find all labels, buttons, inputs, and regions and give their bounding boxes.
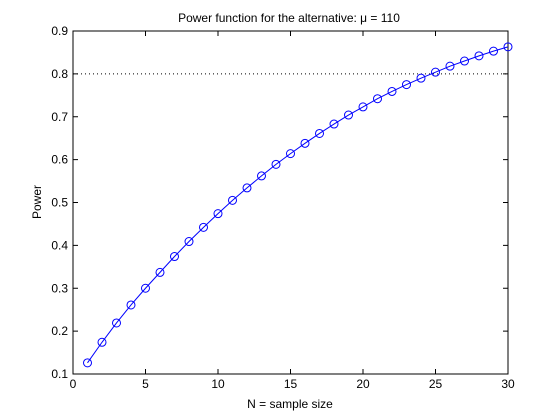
plot-area — [72, 30, 509, 375]
x-tick-label: 30 — [501, 377, 515, 391]
x-axis-title: N = sample size — [247, 397, 333, 411]
x-tick-label: 25 — [429, 377, 443, 391]
y-tick-label: 0.1 — [51, 367, 68, 381]
data-point — [242, 183, 252, 193]
data-point — [199, 222, 208, 232]
data-point — [402, 80, 411, 90]
x-tick-label: 0 — [70, 377, 77, 391]
data-point — [112, 318, 121, 328]
y-tick-label: 0.4 — [51, 238, 68, 252]
data-point — [228, 195, 237, 205]
data-point — [329, 119, 339, 129]
series-line — [87, 46, 509, 364]
y-tick-label: 0.7 — [51, 110, 68, 124]
data-point — [141, 283, 150, 293]
series-layer — [83, 42, 513, 368]
data-point — [344, 110, 353, 120]
y-tick-label: 0.3 — [51, 281, 68, 295]
chart-title: Power function for the alternative: μ = … — [178, 11, 400, 25]
data-point — [155, 267, 165, 277]
data-point — [126, 300, 136, 310]
data-point — [460, 56, 469, 66]
x-tick-label: 20 — [356, 377, 370, 391]
data-point — [416, 73, 426, 83]
data-point — [315, 128, 324, 138]
data-point — [474, 51, 484, 61]
data-point — [286, 149, 295, 159]
y-tick-label: 0.2 — [51, 324, 68, 338]
data-point — [373, 94, 382, 104]
data-point — [97, 337, 107, 347]
y-tick-label: 0.8 — [51, 67, 68, 81]
data-point — [184, 237, 194, 247]
y-axis-title: Power — [30, 185, 44, 219]
y-tick-label: 0.6 — [51, 153, 68, 167]
data-point — [503, 42, 513, 52]
data-point — [300, 138, 310, 148]
data-point — [83, 358, 92, 368]
ticks-layer: 0 5 10 15 20 25 30 0.1 0.2 0.3 0.4 0.5 0.6 0.7 0.8 0.9 — [51, 24, 515, 391]
y-tick-label: 0.9 — [51, 24, 68, 38]
x-tick-label: 5 — [142, 377, 149, 391]
x-tick-label: 10 — [211, 377, 225, 391]
data-point — [170, 252, 179, 262]
data-point — [489, 46, 498, 56]
data-point — [445, 61, 455, 71]
y-tick-label: 0.5 — [51, 196, 68, 210]
data-point — [213, 209, 223, 219]
data-point — [358, 102, 368, 112]
data-point — [257, 171, 266, 181]
x-tick-label: 15 — [284, 377, 298, 391]
data-point — [271, 159, 281, 169]
data-point — [431, 67, 440, 77]
data-point — [387, 86, 397, 96]
